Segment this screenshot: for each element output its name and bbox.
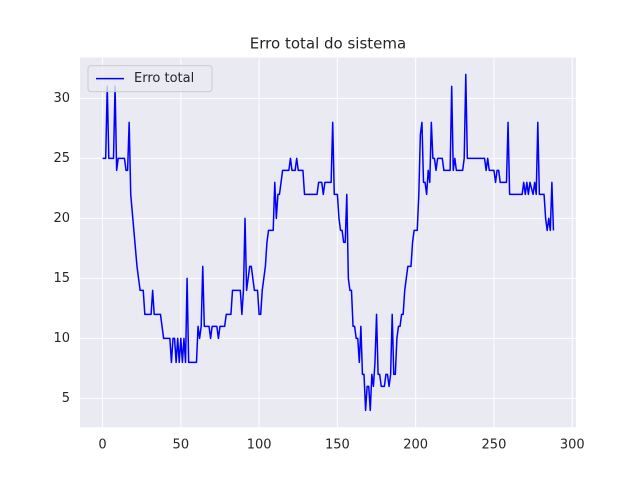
y-tick-label: 5 xyxy=(62,391,70,406)
legend-box xyxy=(87,65,213,93)
chart-title: Erro total do sistema xyxy=(250,35,406,53)
x-tick-label: 50 xyxy=(173,438,190,453)
x-tick-label: 200 xyxy=(403,438,428,453)
data-line xyxy=(102,73,555,412)
x-tick-label: 250 xyxy=(482,438,507,453)
x-tick-label: 0 xyxy=(98,438,106,453)
y-tick-label: 30 xyxy=(53,91,70,106)
plot-area xyxy=(80,57,576,428)
x-tick-label: 300 xyxy=(560,438,585,453)
y-tick-label: 25 xyxy=(53,151,70,166)
y-tick-label: 20 xyxy=(53,211,70,226)
y-tick-label: 10 xyxy=(53,331,70,346)
x-tick-label: 150 xyxy=(325,438,350,453)
y-tick-label: 15 xyxy=(53,271,70,286)
legend-label: Erro total xyxy=(134,71,194,86)
x-tick-label: 100 xyxy=(247,438,272,453)
